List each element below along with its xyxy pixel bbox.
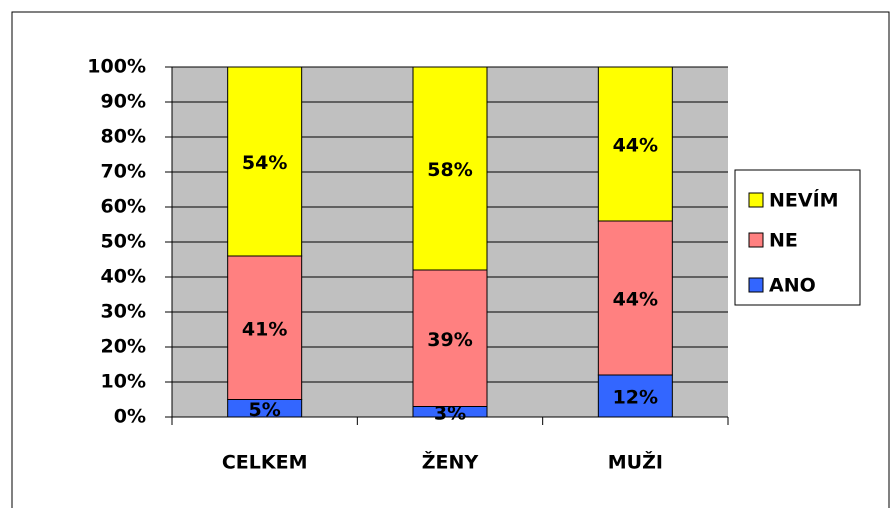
- legend-swatch: [748, 232, 764, 248]
- y-tick-label: 30%: [101, 301, 146, 323]
- x-tick-label: CELKEM: [222, 452, 308, 474]
- y-tick-label: 70%: [101, 161, 146, 183]
- x-tick-label: ŽENY: [422, 451, 479, 474]
- legend-label: ANO: [769, 275, 816, 297]
- data-label: 3%: [434, 402, 466, 424]
- data-label: 5%: [249, 399, 281, 421]
- y-tick-label: 10%: [101, 371, 146, 393]
- data-label: 58%: [427, 159, 472, 181]
- y-tick-label: 100%: [87, 56, 146, 78]
- legend-label: NEVÍM: [769, 189, 839, 212]
- y-tick-label: 90%: [101, 91, 146, 113]
- y-tick-label: 50%: [101, 231, 146, 253]
- y-tick-label: 80%: [101, 126, 146, 148]
- bar-segment: [227, 255, 303, 400]
- y-tick-label: 60%: [101, 196, 146, 218]
- y-tick-label: 40%: [101, 266, 146, 288]
- data-label: 44%: [613, 289, 658, 311]
- data-label: 41%: [242, 318, 287, 340]
- y-tick-label: 20%: [101, 336, 146, 358]
- data-label: 39%: [427, 329, 472, 351]
- data-label: 44%: [613, 135, 658, 157]
- bar-segment: [227, 66, 303, 257]
- bar-segment: [597, 66, 673, 222]
- bar-segment: [412, 269, 488, 407]
- y-tick-label: 0%: [114, 406, 146, 428]
- legend-swatch: [748, 277, 764, 293]
- legend-label: NE: [769, 230, 798, 252]
- data-label: 12%: [613, 387, 658, 409]
- x-tick-label: MUŽI: [608, 451, 663, 474]
- data-label: 54%: [242, 152, 287, 174]
- bar-segment: [412, 66, 488, 271]
- bar-segment: [597, 374, 673, 418]
- legend-swatch: [748, 192, 764, 208]
